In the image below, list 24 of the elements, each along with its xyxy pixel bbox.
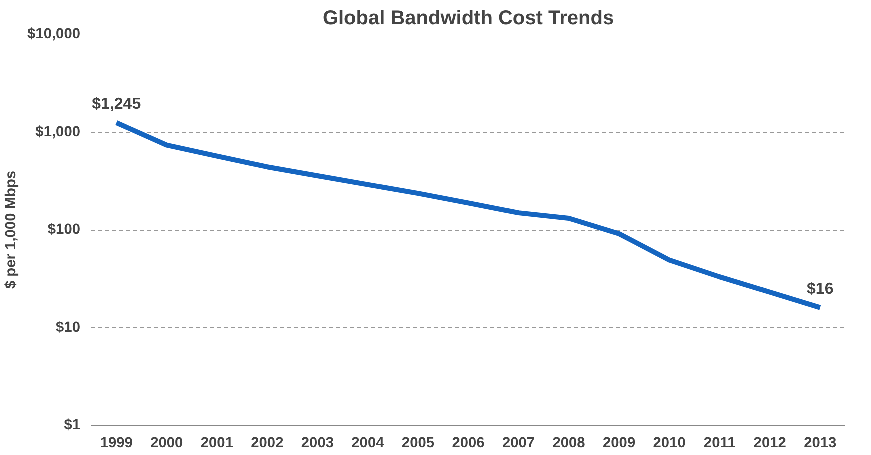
x-tick-label: 2010 [653,436,686,452]
x-tick-label: 2008 [552,436,586,452]
y-tick-label: $1,000 [36,124,80,140]
data-label: $16 [807,280,834,298]
x-tick-label: 2007 [502,436,536,452]
y-tick-label: $1 [64,418,81,434]
chart-title: Global Bandwidth Cost Trends [322,8,614,30]
x-tick-label: 2001 [200,436,234,452]
data-label: $1,245 [92,96,142,113]
y-axis-title: $ per 1,000 Mbps [4,170,20,290]
x-tick-label: 2013 [804,436,837,452]
x-tick-label: 2006 [452,436,485,452]
y-tick-label: $100 [48,222,81,238]
x-tick-label: 2004 [352,436,386,452]
x-tick-label: 2003 [301,436,334,452]
x-tick-label: 2012 [754,436,786,452]
x-tick-label: 2002 [251,436,284,452]
x-tick-label: 2011 [704,436,736,452]
y-tick-label: $10 [56,320,81,336]
x-tick-label: 1999 [100,436,133,452]
x-tick-label: 2009 [603,436,636,452]
x-tick-label: 2000 [150,436,184,452]
x-tick-label: 2005 [402,436,435,452]
y-tick-label: $10,000 [28,26,81,42]
